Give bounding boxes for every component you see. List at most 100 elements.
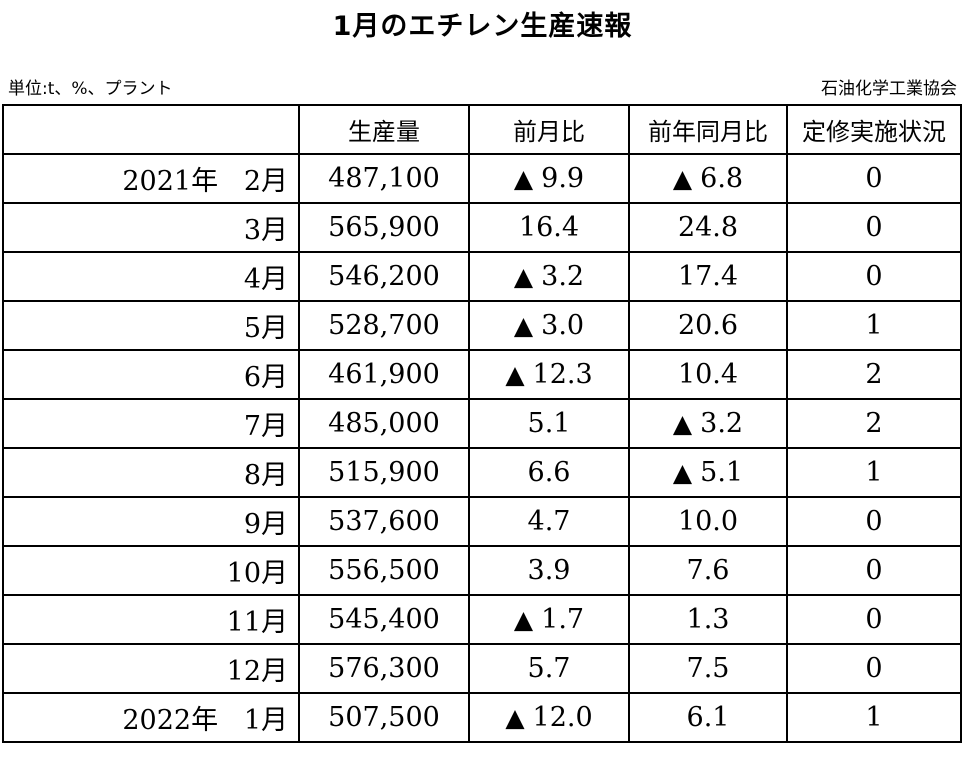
header-maintenance: 定修実施状況 bbox=[786, 104, 962, 155]
yoy-cell: 24.8 bbox=[628, 202, 788, 253]
yoy-cell: 7.5 bbox=[628, 643, 788, 694]
table-row: 3月 565,900 16.4 24.8 0 bbox=[2, 202, 962, 253]
yoy-value: 1.3 bbox=[686, 604, 730, 635]
mom-value: 6.6 bbox=[527, 457, 571, 488]
header-period bbox=[2, 104, 300, 155]
decrease-triangle-icon: ▲ bbox=[505, 703, 525, 732]
table-header-row: 生産量 前月比 前年同月比 定修実施状況 bbox=[2, 104, 962, 155]
decrease-triangle-icon: ▲ bbox=[672, 164, 693, 193]
maintenance-cell: 2 bbox=[786, 398, 962, 449]
yoy-value: 10.0 bbox=[677, 506, 739, 537]
yoy-cell: 1.3 bbox=[628, 594, 788, 645]
table-row: 9月 537,600 4.7 10.0 0 bbox=[2, 496, 962, 547]
production-cell: 515,900 bbox=[298, 447, 470, 498]
header-production: 生産量 bbox=[298, 104, 470, 155]
period-cell: 2021年 2月 bbox=[2, 153, 300, 204]
maintenance-cell: 1 bbox=[786, 447, 962, 498]
period-cell: 10月 bbox=[2, 545, 300, 596]
yoy-value: 10.4 bbox=[677, 359, 739, 390]
production-cell: 565,900 bbox=[298, 202, 470, 253]
mom-cell: 3.9 bbox=[468, 545, 630, 596]
table-row: 7月 485,000 5.1 ▲ 3.2 2 bbox=[2, 398, 962, 449]
maintenance-cell: 0 bbox=[786, 251, 962, 302]
yoy-value: 24.8 bbox=[677, 212, 739, 243]
mom-cell: 5.1 bbox=[468, 398, 630, 449]
period-cell: 3月 bbox=[2, 202, 300, 253]
table-row: 2021年 2月 487,100 ▲ 9.9 ▲ 6.8 0 bbox=[2, 153, 962, 204]
decrease-triangle-icon: ▲ bbox=[513, 311, 534, 340]
table-row: 5月 528,700 ▲ 3.0 20.6 1 bbox=[2, 300, 962, 351]
period-cell: 6月 bbox=[2, 349, 300, 400]
mom-value: 16.4 bbox=[518, 212, 580, 243]
period-cell: 5月 bbox=[2, 300, 300, 351]
decrease-triangle-icon: ▲ bbox=[513, 262, 534, 291]
yoy-value: 6.8 bbox=[700, 163, 744, 194]
ethylene-production-table: 生産量 前月比 前年同月比 定修実施状況 2021年 2月 487,100 ▲ 9.9… bbox=[2, 104, 962, 743]
maintenance-cell: 0 bbox=[786, 496, 962, 547]
maintenance-cell: 0 bbox=[786, 202, 962, 253]
table-row: 11月 545,400 ▲ 1.7 1.3 0 bbox=[2, 594, 962, 645]
maintenance-cell: 0 bbox=[786, 643, 962, 694]
table-row: 10月 556,500 3.9 7.6 0 bbox=[2, 545, 962, 596]
table-row: 8月 515,900 6.6 ▲ 5.1 1 bbox=[2, 447, 962, 498]
production-cell: 507,500 bbox=[298, 692, 470, 743]
mom-cell: ▲ 1.7 bbox=[468, 594, 630, 645]
header-yoy: 前年同月比 bbox=[628, 104, 788, 155]
mom-value: 3.0 bbox=[541, 310, 585, 341]
maintenance-cell: 0 bbox=[786, 153, 962, 204]
production-cell: 461,900 bbox=[298, 349, 470, 400]
maintenance-cell: 0 bbox=[786, 594, 962, 645]
yoy-value: 7.6 bbox=[686, 555, 730, 586]
period-cell: 8月 bbox=[2, 447, 300, 498]
period-cell: 11月 bbox=[2, 594, 300, 645]
mom-value: 12.3 bbox=[532, 359, 593, 390]
yoy-cell: 20.6 bbox=[628, 300, 788, 351]
mom-value: 5.1 bbox=[527, 408, 571, 439]
mom-value: 9.9 bbox=[541, 163, 585, 194]
yoy-cell: 6.1 bbox=[628, 692, 788, 743]
yoy-cell: 7.6 bbox=[628, 545, 788, 596]
yoy-cell: 17.4 bbox=[628, 251, 788, 302]
table-row: 12月 576,300 5.7 7.5 0 bbox=[2, 643, 962, 694]
yoy-cell: ▲ 6.8 bbox=[628, 153, 788, 204]
mom-value: 4.7 bbox=[527, 506, 571, 537]
maintenance-cell: 2 bbox=[786, 349, 962, 400]
table-body: 2021年 2月 487,100 ▲ 9.9 ▲ 6.8 0 3月 565,900 16.4 24.… bbox=[2, 153, 962, 743]
yoy-value: 6.1 bbox=[686, 702, 730, 733]
mom-value: 5.7 bbox=[527, 653, 571, 684]
yoy-value: 3.2 bbox=[700, 408, 744, 439]
maintenance-cell: 1 bbox=[786, 692, 962, 743]
mom-value: 3.9 bbox=[527, 555, 571, 586]
decrease-triangle-icon: ▲ bbox=[505, 360, 525, 389]
decrease-triangle-icon: ▲ bbox=[672, 458, 693, 487]
production-cell: 546,200 bbox=[298, 251, 470, 302]
mom-value: 1.7 bbox=[541, 604, 585, 635]
yoy-value: 7.5 bbox=[686, 653, 730, 684]
mom-cell: ▲ 3.0 bbox=[468, 300, 630, 351]
period-cell: 12月 bbox=[2, 643, 300, 694]
production-cell: 528,700 bbox=[298, 300, 470, 351]
mom-cell: 6.6 bbox=[468, 447, 630, 498]
table-row: 4月 546,200 ▲ 3.2 17.4 0 bbox=[2, 251, 962, 302]
decrease-triangle-icon: ▲ bbox=[513, 605, 534, 634]
mom-cell: ▲ 12.3 bbox=[468, 349, 630, 400]
mom-cell: ▲ 9.9 bbox=[468, 153, 630, 204]
yoy-value: 5.1 bbox=[700, 457, 744, 488]
production-cell: 537,600 bbox=[298, 496, 470, 547]
period-cell: 9月 bbox=[2, 496, 300, 547]
table-row: 2022年 1月 507,500 ▲ 12.0 6.1 1 bbox=[2, 692, 962, 743]
unit-note: 単位:t、%、プラント bbox=[8, 79, 173, 99]
period-cell: 7月 bbox=[2, 398, 300, 449]
period-cell: 2022年 1月 bbox=[2, 692, 300, 743]
production-cell: 556,500 bbox=[298, 545, 470, 596]
yoy-cell: 10.4 bbox=[628, 349, 788, 400]
maintenance-cell: 1 bbox=[786, 300, 962, 351]
production-cell: 576,300 bbox=[298, 643, 470, 694]
decrease-triangle-icon: ▲ bbox=[672, 409, 693, 438]
page-title: 1月のエチレン生産速報 bbox=[332, 11, 633, 42]
yoy-cell: ▲ 5.1 bbox=[628, 447, 788, 498]
production-cell: 485,000 bbox=[298, 398, 470, 449]
maintenance-cell: 0 bbox=[786, 545, 962, 596]
source-label: 石油化学工業協会 bbox=[821, 79, 957, 99]
yoy-cell: 10.0 bbox=[628, 496, 788, 547]
